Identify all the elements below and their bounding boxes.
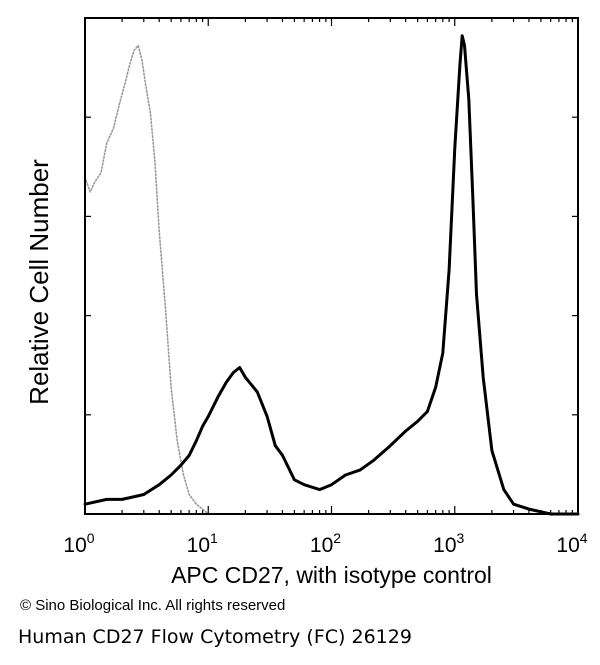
series-group: [83, 34, 580, 516]
x-axis-label: APC CD27, with isotype control: [171, 562, 492, 588]
tick-exponent: 4: [580, 530, 588, 546]
tick-base: 10: [310, 534, 333, 557]
x-tick-label: 100: [63, 530, 94, 557]
figure-caption: Human CD27 Flow Cytometry (FC) 26129: [18, 626, 412, 648]
x-tick-label: 103: [433, 530, 464, 557]
tick-base: 10: [187, 534, 210, 557]
tick-base: 10: [433, 534, 456, 557]
x-ticks: [84, 18, 573, 514]
plot-frame: [84, 17, 579, 515]
plot-border: [84, 17, 579, 515]
histogram-chart: 100 101 102 103 104 Relative Cell Number: [24, 17, 588, 557]
isotype-control-curve: [84, 44, 215, 515]
tick-exponent: 0: [87, 530, 95, 546]
tick-exponent: 2: [333, 530, 341, 546]
tick-exponent: 1: [210, 530, 218, 546]
y-ticks: [85, 116, 578, 416]
x-tick-label: 102: [310, 530, 341, 557]
tick-exponent: 3: [457, 530, 465, 546]
y-axis-label: Relative Cell Number: [24, 159, 54, 405]
tick-base: 10: [556, 534, 579, 557]
x-tick-label: 101: [187, 530, 218, 557]
x-tick-labels: 100 101 102 103 104: [63, 530, 587, 557]
cd27-curve: [83, 34, 580, 516]
tick-base: 10: [63, 534, 86, 557]
x-tick-label: 104: [556, 530, 587, 557]
copyright-notice: © Sino Biological Inc. All rights reserv…: [20, 597, 286, 614]
